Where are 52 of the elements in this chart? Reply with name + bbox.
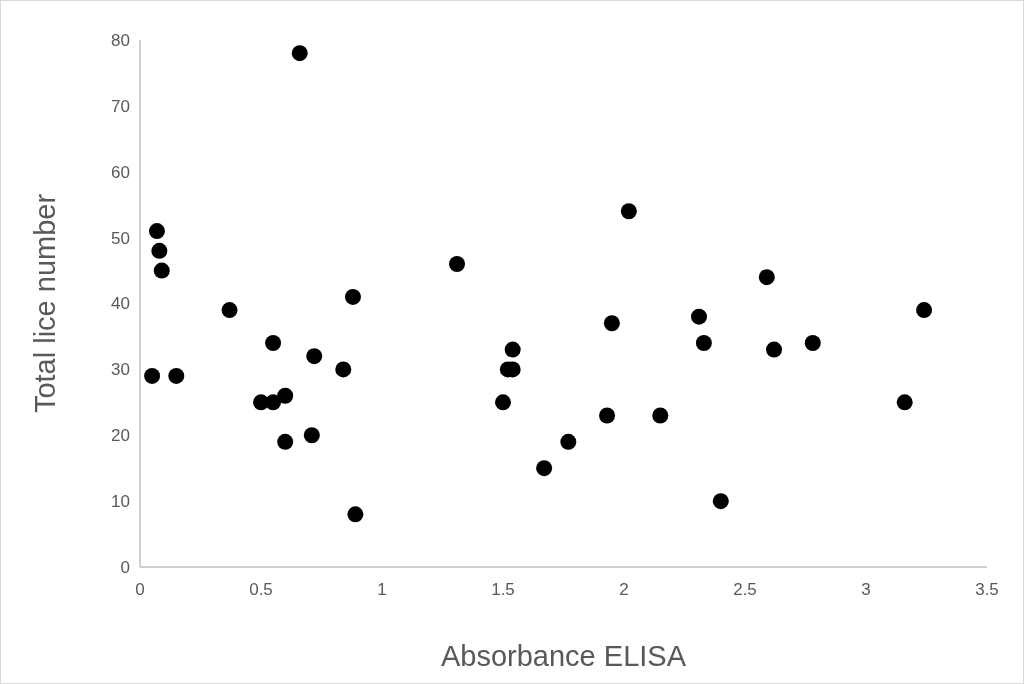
point xyxy=(265,335,282,352)
y-tick-label: 20 xyxy=(111,426,130,446)
point xyxy=(804,335,821,352)
point xyxy=(148,223,165,240)
point xyxy=(151,242,168,259)
point xyxy=(652,407,669,424)
point xyxy=(153,262,170,279)
point xyxy=(221,302,238,319)
x-tick-label: 3.5 xyxy=(975,580,999,599)
y-tick-label: 30 xyxy=(111,360,130,380)
point xyxy=(347,506,364,523)
point xyxy=(603,315,620,332)
y-axis-title: Total lice number xyxy=(29,193,61,414)
point xyxy=(599,407,616,424)
point xyxy=(306,348,323,365)
point xyxy=(712,493,729,510)
point xyxy=(560,433,577,450)
y-tick-label: 0 xyxy=(120,557,130,577)
point xyxy=(277,387,294,404)
point xyxy=(291,45,308,62)
point xyxy=(277,433,294,450)
y-tick-label: 70 xyxy=(111,96,130,116)
point xyxy=(144,367,161,384)
point xyxy=(916,302,933,319)
x-tick-label: 2.5 xyxy=(733,580,757,599)
x-tick-label: 2 xyxy=(619,580,629,599)
point xyxy=(691,308,708,325)
x-tick-label: 0.5 xyxy=(249,580,273,599)
x-tick-label: 1 xyxy=(377,580,387,599)
y-tick-label: 60 xyxy=(111,162,130,182)
y-tick-label: 50 xyxy=(111,228,130,248)
point xyxy=(303,427,320,444)
point xyxy=(449,255,466,272)
point xyxy=(896,394,913,411)
point xyxy=(495,394,511,411)
y-tick-label: 80 xyxy=(111,30,130,50)
x-tick-label: 0 xyxy=(135,580,145,599)
y-tick-label: 40 xyxy=(111,294,130,314)
point xyxy=(695,335,712,352)
x-axis-title: Absorbance ELISA xyxy=(440,640,687,672)
x-tick-label: 3 xyxy=(861,580,871,599)
point xyxy=(335,361,352,378)
point xyxy=(536,460,553,477)
x-tick-label: 1.5 xyxy=(491,580,515,599)
point xyxy=(504,341,521,358)
point xyxy=(168,367,185,384)
y-tick-label: 10 xyxy=(111,492,130,512)
point xyxy=(620,203,637,220)
point xyxy=(344,288,361,305)
point xyxy=(766,341,783,358)
point xyxy=(758,269,775,286)
point xyxy=(265,394,282,411)
